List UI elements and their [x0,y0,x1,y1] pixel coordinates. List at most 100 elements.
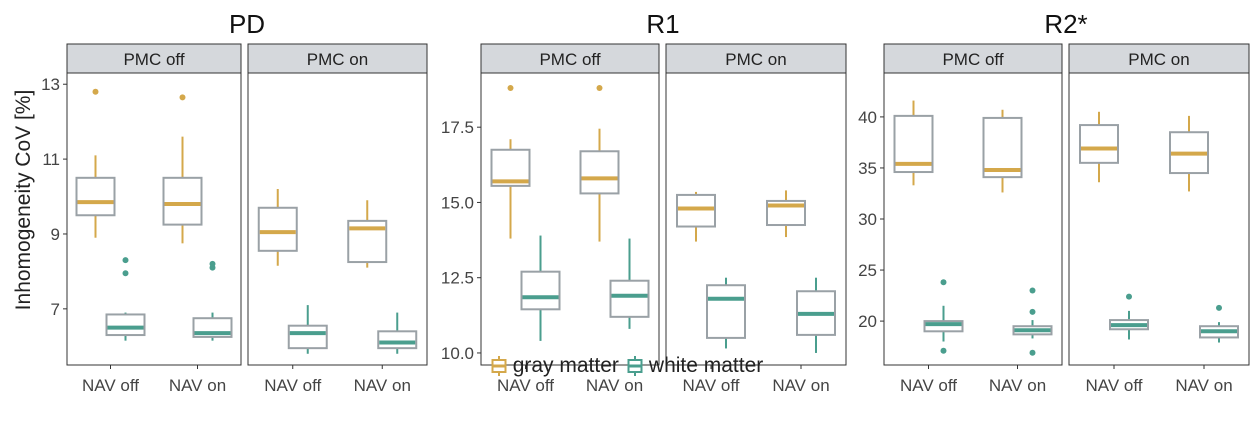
legend-label-gray-matter: gray matter [512,354,619,377]
outlier-point [122,270,129,277]
x-tick-label: NAV on [169,376,226,395]
facet-pmc-on: PMC on NAV off NAV on [665,43,847,395]
outlier-point [940,279,947,286]
facet-strip-label: PMC off [942,50,1003,69]
box-white-matter-nav-off [287,305,328,354]
y-tick-label: 11 [42,150,60,169]
facet-pmc-off: PMC off NAV off NAV on [883,43,1063,395]
box-white-matter-nav-off [1109,293,1149,340]
y-tick-label: 13 [41,75,60,94]
x-tick-label: NAV on [586,376,643,395]
x-tick-label: NAV off [900,376,957,395]
panel-frame [480,72,660,366]
facet-pmc-off: PMC off NAV off NAV on [66,43,242,395]
box-rect [75,176,116,217]
box-gray-matter-nav-off [75,88,116,238]
facet-strip [480,43,660,74]
outlier-point [596,85,603,92]
outlier-point [209,264,216,271]
box-rect [706,284,746,339]
facet-strip-label: PMC off [123,50,184,69]
box-rect [1079,124,1119,164]
box-gray-matter-nav-off [257,189,298,266]
facet-pmc-off: PMC off NAV off NAV on [480,43,660,395]
box-white-matter-nav-off [520,235,561,341]
box-gray-matter-nav-off [676,191,716,242]
box-rect [982,116,1023,179]
box-gray-matter-nav-on [347,200,388,268]
x-tick-label: NAV off [82,376,139,395]
y-axis-label: Inhomogeneity CoV [%] [12,90,35,311]
x-tick-label: NAV on [989,376,1046,395]
facet-strip [1068,43,1250,74]
box-rect [676,193,716,228]
box-rect [287,324,328,350]
facet-strip-label: PMC on [307,50,368,69]
y-tick-label: 7 [51,300,60,319]
box-gray-matter-nav-off [490,85,531,239]
x-tick-label: NAV off [682,376,739,395]
legend-label-white-matter: white matter [648,354,764,377]
chart-title: PD [229,9,265,39]
legend-item-white-matter: white matter [627,354,763,378]
outlier-point [122,257,129,264]
box-rect [257,206,298,252]
chart-r2star: R2* PMC off NAV off NAV on PMC on NAV off NAV … [858,9,1250,395]
outlier-point [1029,349,1036,356]
x-tick-label: NAV off [264,376,321,395]
box-gray-matter-nav-off [893,100,934,186]
facet-strip-label: PMC on [725,50,786,69]
box-gray-matter-nav-on [982,109,1023,193]
facet-strip-label: PMC on [1128,50,1189,69]
box-rect [609,279,650,318]
facet-pmc-on: PMC on NAV off NAV on [247,43,428,395]
x-tick-label: NAV off [497,376,554,395]
x-tick-label: NAV on [772,376,829,395]
legend: gray matter white matter [0,352,1254,380]
box-white-matter-nav-on [609,238,650,329]
y-tick-label: 12.5 [441,269,474,288]
x-tick-label: NAV off [1085,376,1142,395]
facet-pmc-on: PMC on NAV off NAV on [1068,43,1250,395]
facet-strip [247,43,428,74]
box-white-matter-nav-on [1012,287,1053,356]
box-rect [520,270,561,311]
legend-item-gray-matter: gray matter [491,354,619,378]
chart-r1: R1 PMC off NAV off NAV on PMC on NAV off NAV o… [441,9,847,395]
facet-strip [66,43,242,74]
box-rect [579,150,620,195]
y-tick-label: 9 [51,225,60,244]
box-rect [105,313,146,337]
outlier-point [1126,293,1132,300]
y-tick-label: 40 [858,108,877,127]
box-gray-matter-nav-on [579,85,620,242]
outlier-point [1029,308,1036,315]
outlier-point [92,88,99,95]
panel-frame [1068,72,1250,366]
y-tick-label: 10.0 [441,344,474,363]
y-tick-label: 30 [858,210,877,229]
box-rect [923,320,964,333]
chart-title: R1 [646,9,679,39]
y-tick-label: 20 [858,312,877,331]
box-gray-matter-nav-on [766,190,806,238]
gray-matter-legend-key [491,356,507,376]
x-tick-label: NAV on [1175,376,1232,395]
chart-root: PD PMC off NAV off NAV on PMC on NAV off NAV o… [41,9,1250,395]
facet-strip [665,43,847,74]
box-gray-matter-nav-off [1079,111,1119,183]
y-tick-label: 25 [858,261,877,280]
x-tick-label: NAV on [354,376,411,395]
outlier-point [179,94,186,101]
facet-strip-label: PMC off [539,50,600,69]
box-white-matter-nav-on [192,260,233,341]
y-tick-label: 15.0 [441,193,474,212]
chart-pd: PD PMC off NAV off NAV on PMC on NAV off NAV o… [41,9,428,395]
outlier-point [507,85,514,92]
box-white-matter-nav-on [1199,304,1239,343]
box-gray-matter-nav-on [1169,115,1209,192]
box-white-matter-nav-off [923,279,964,354]
y-tick-label: 35 [858,159,877,178]
y-tick-label: 17.5 [441,118,474,137]
